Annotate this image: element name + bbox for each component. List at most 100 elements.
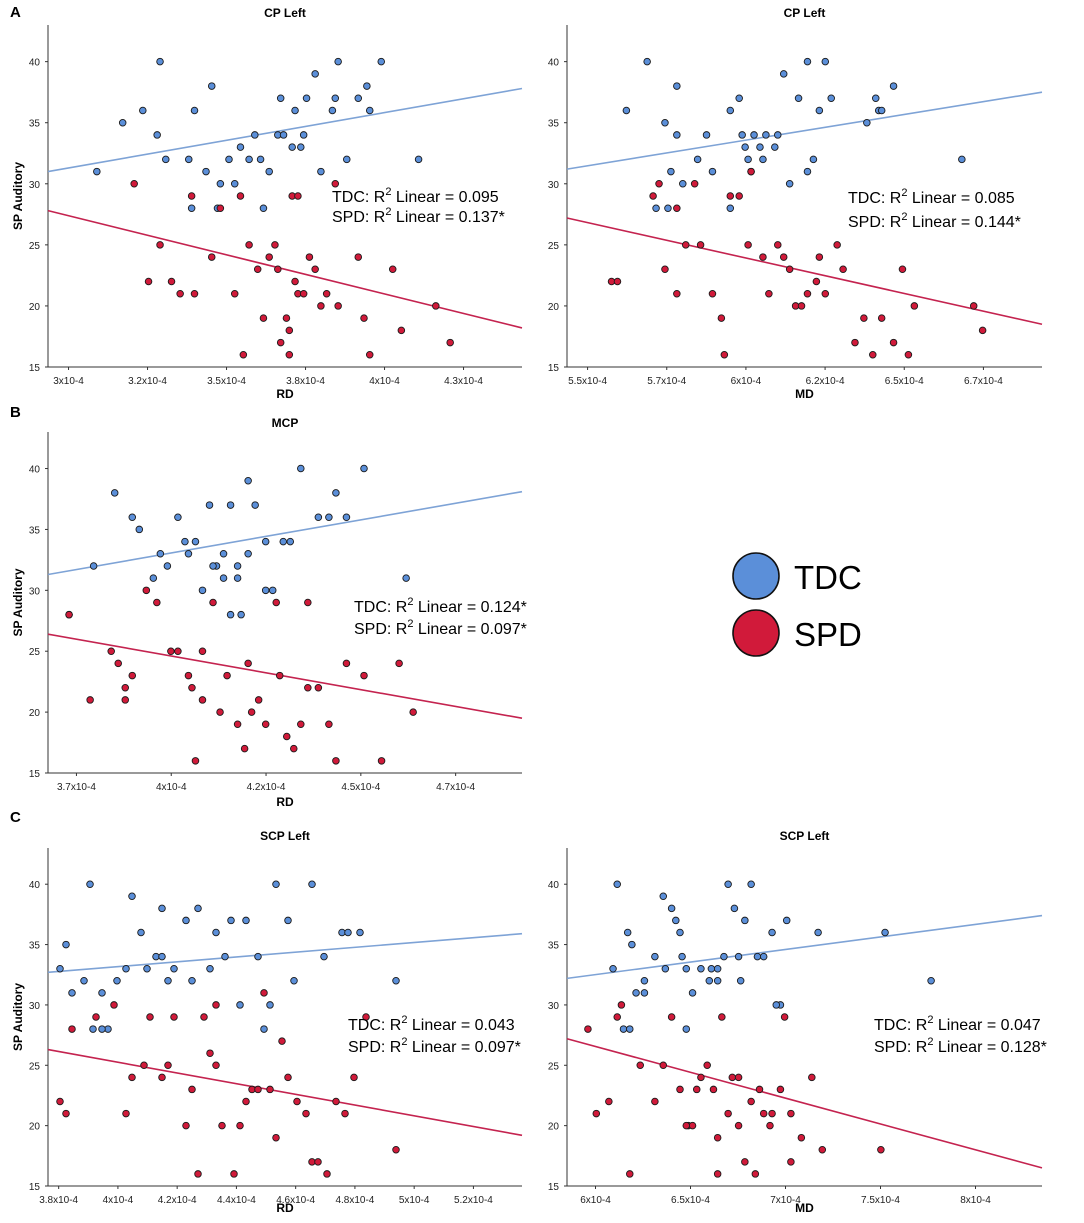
point-tdc — [181, 537, 189, 546]
y-tick-label: 20 — [29, 708, 41, 719]
legend-marker-spd — [732, 609, 780, 657]
x-tick-label: 4.2x10-4 — [158, 1195, 197, 1206]
point-spd — [266, 1085, 274, 1094]
point-tdc — [185, 155, 193, 164]
point-tdc — [365, 106, 374, 115]
point-spd — [978, 326, 987, 335]
point-tdc — [268, 586, 277, 595]
point-spd — [708, 289, 717, 298]
annotation-spd-prefix: SPD: R — [348, 1039, 401, 1056]
point-spd — [223, 671, 231, 680]
point-spd — [167, 647, 175, 655]
point-spd — [254, 696, 263, 704]
point-spd — [275, 671, 284, 680]
point-spd — [765, 289, 773, 298]
point-tdc — [89, 1025, 97, 1033]
y-axis-label: SP Auditory — [11, 162, 25, 230]
point-tdc — [392, 977, 400, 985]
point-tdc — [279, 537, 287, 546]
point-spd — [216, 708, 224, 716]
y-tick-label: 25 — [548, 1061, 560, 1072]
point-spd — [744, 241, 752, 249]
point-spd — [803, 289, 812, 298]
point-tdc — [230, 180, 239, 188]
x-tick-label: 4.4x10-4 — [217, 1195, 256, 1206]
annotation-spd: SPD: R2 Linear = 0.144* — [848, 211, 1021, 231]
point-tdc — [741, 916, 749, 925]
point-tdc — [236, 143, 245, 151]
point-tdc — [667, 904, 676, 913]
point-spd — [713, 1170, 722, 1178]
point-tdc — [290, 977, 298, 985]
point-spd — [128, 671, 137, 680]
point-tdc — [402, 574, 410, 582]
annotation-spd-superscript: 2 — [927, 1036, 933, 1048]
y-tick-label: 35 — [548, 119, 560, 130]
point-spd — [107, 647, 115, 655]
annotation-spd-rest: Linear = 0.128* — [933, 1039, 1046, 1056]
point-spd — [304, 598, 312, 607]
annotation-tdc-rest: Linear = 0.124* — [413, 599, 526, 616]
point-tdc — [803, 57, 812, 66]
point-tdc — [291, 106, 299, 115]
point-spd — [144, 277, 153, 286]
point-spd — [446, 338, 454, 347]
y-tick-label: 40 — [548, 880, 560, 891]
point-spd — [334, 302, 342, 310]
point-spd — [688, 1121, 697, 1130]
fit-line-spd — [47, 1048, 523, 1137]
x-axis-label: RD — [276, 387, 294, 401]
x-tick-label: 3.8x10-4 — [39, 1195, 78, 1206]
point-tdc — [279, 131, 288, 139]
annotation-spd: SPD: R2 Linear = 0.097* — [354, 618, 527, 638]
fit-line-tdc — [47, 87, 523, 173]
annotation-tdc-rest: Linear = 0.043 — [407, 1017, 514, 1034]
point-spd — [676, 1085, 684, 1094]
point-spd — [397, 326, 406, 335]
point-tdc — [815, 106, 824, 115]
point-spd — [821, 289, 830, 298]
point-tdc — [741, 143, 749, 151]
point-tdc — [80, 977, 88, 985]
point-spd — [190, 289, 199, 298]
annotation-spd-superscript: 2 — [407, 618, 413, 630]
point-spd — [388, 265, 397, 274]
x-tick-label: 8x10-4 — [960, 1195, 991, 1206]
point-tdc — [188, 977, 196, 985]
point-spd — [432, 302, 440, 310]
x-axis-label: RD — [276, 795, 294, 809]
point-spd — [184, 671, 193, 680]
x-tick-label: 6.5x10-4 — [671, 1195, 710, 1206]
annotation-tdc: TDC: R2 Linear = 0.095 — [332, 186, 499, 206]
point-spd — [661, 265, 669, 274]
annotation-tdc-superscript: 2 — [927, 1014, 933, 1026]
point-tdc — [759, 155, 767, 164]
fit-line-tdc — [47, 932, 523, 974]
point-spd — [360, 671, 368, 680]
point-tdc — [877, 106, 886, 115]
point-spd — [272, 1133, 280, 1142]
point-tdc — [225, 155, 233, 164]
point-spd — [780, 1013, 789, 1021]
point-tdc — [609, 964, 617, 973]
point-spd — [815, 253, 824, 261]
point-tdc — [679, 180, 687, 188]
fit-line-spd — [566, 217, 1043, 326]
point-spd — [869, 351, 877, 359]
point-spd — [176, 289, 184, 298]
point-spd — [191, 757, 200, 765]
point-spd — [194, 1170, 202, 1178]
point-tdc — [320, 952, 328, 961]
point-spd — [212, 1061, 220, 1070]
point-tdc — [86, 880, 94, 888]
point-tdc — [288, 143, 296, 151]
point-tdc — [205, 501, 214, 509]
point-spd — [889, 338, 898, 347]
point-tdc — [738, 131, 746, 139]
y-tick-label: 35 — [29, 525, 41, 536]
y-tick-label: 15 — [29, 363, 41, 374]
annotation-spd-superscript: 2 — [385, 206, 391, 218]
point-tdc — [143, 964, 151, 973]
point-tdc — [149, 574, 158, 582]
point-tdc — [682, 964, 691, 973]
